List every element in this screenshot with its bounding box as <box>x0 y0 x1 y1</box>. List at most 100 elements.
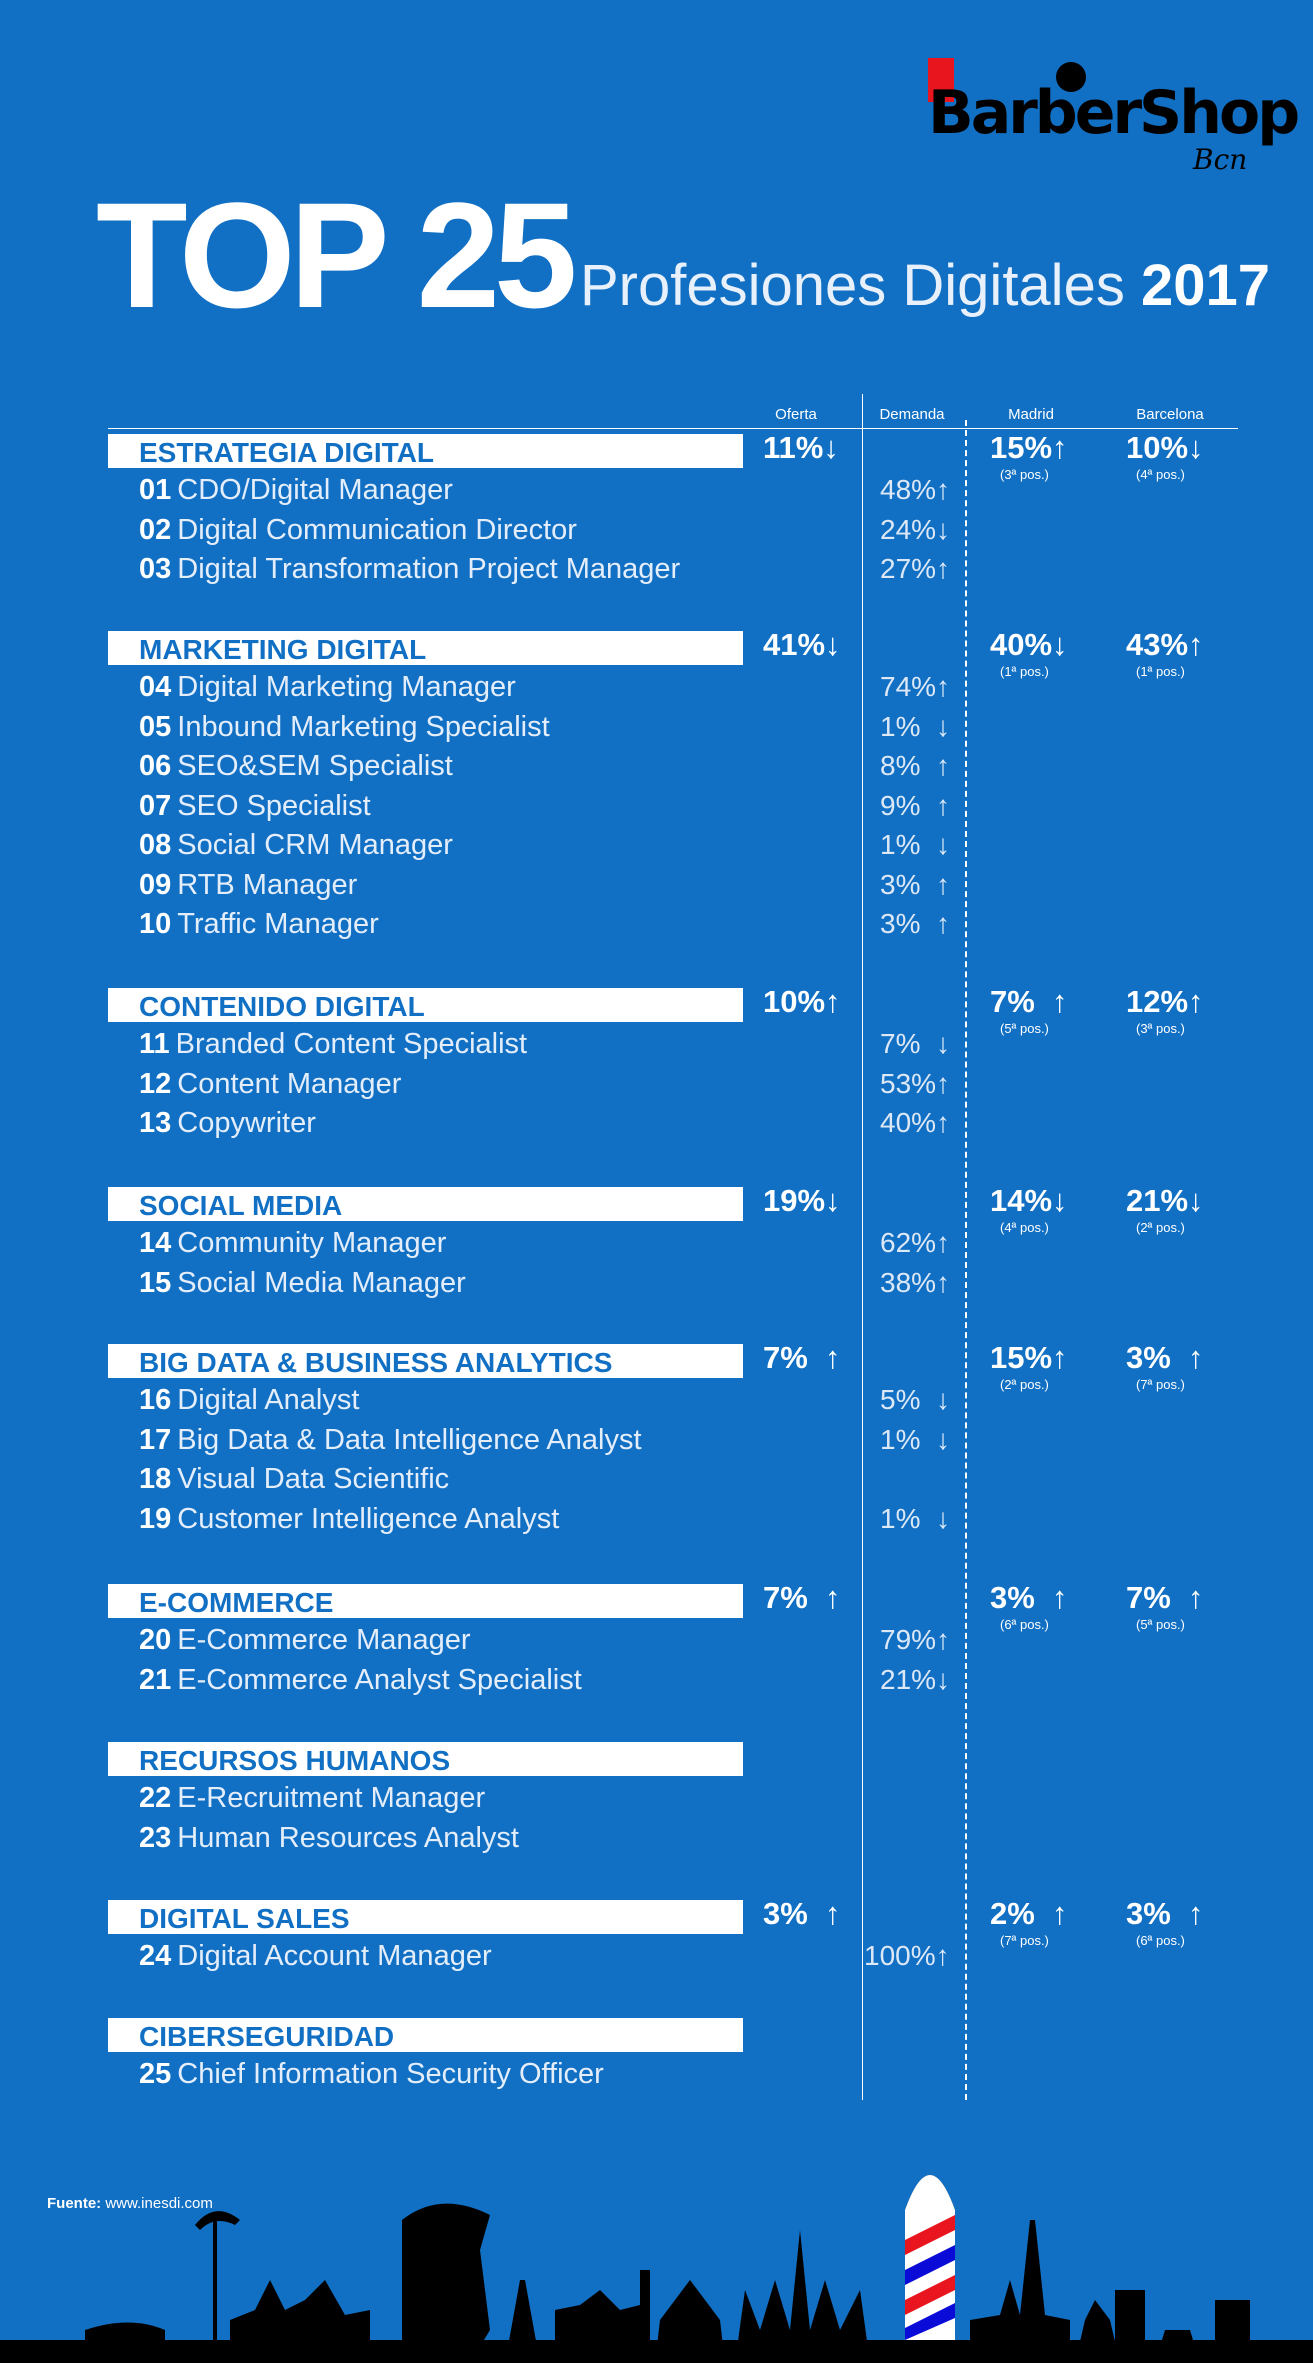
profession-name: Social Media Manager <box>177 1266 466 1299</box>
oferta-value: 41%↓ <box>763 627 841 662</box>
profession-number: 20 <box>139 1624 172 1656</box>
barcelona-value: 3% ↑ <box>1126 1340 1204 1375</box>
madrid-rank: (5ª pos.) <box>1000 1021 1049 1036</box>
profession-name: Content Manager <box>177 1067 402 1100</box>
barcelona-rank: (4ª pos.) <box>1136 467 1185 482</box>
madrid-rank: (1ª pos.) <box>1000 664 1049 679</box>
profession-name: Inbound Marketing Specialist <box>177 710 550 743</box>
profession-number: 12 <box>139 1067 172 1100</box>
profession-row: 14 Community Manager <box>139 1227 446 1260</box>
profession-name: Traffic Manager <box>177 908 379 940</box>
column-header-demanda: Demanda <box>879 406 945 423</box>
profession-row: 06 SEO&SEM Specialist <box>139 750 453 783</box>
logo-subtext: Bcn <box>1193 143 1248 176</box>
profession-row: 09 RTB Manager <box>139 869 357 902</box>
madrid-value: 15%↑ <box>990 430 1068 465</box>
profession-name: Visual Data Scientific <box>177 1463 450 1495</box>
category-bar: SOCIAL MEDIA <box>108 1187 743 1221</box>
profession-row: 08 Social CRM Manager <box>139 829 453 862</box>
madrid-rank: (4ª pos.) <box>1000 1220 1049 1235</box>
madrid-rank: (2ª pos.) <box>1000 1377 1049 1392</box>
profession-name: E-Recruitment Manager <box>177 1782 486 1814</box>
oferta-value: 7% ↑ <box>763 1580 841 1615</box>
category-bar: CIBERSEGURIDAD <box>108 2018 743 2052</box>
demanda-value: 27%↑ <box>880 553 951 584</box>
demanda-value: 1% ↓ <box>880 829 951 860</box>
profession-name: Digital Analyst <box>177 1384 360 1416</box>
demanda-value: 21%↓ <box>880 1663 951 1695</box>
demanda-value: 100%↑ <box>864 1940 950 1971</box>
profession-name: Digital Transformation Project Manager <box>177 553 681 585</box>
profession-name: E-Commerce Manager <box>177 1624 471 1656</box>
demanda-value: 62%↑ <box>880 1227 951 1258</box>
category-bar: BIG DATA & BUSINESS ANALYTICS <box>108 1344 743 1378</box>
profession-row: 20 E-Commerce Manager <box>139 1624 471 1657</box>
profession-row: 11 Branded Content Specialist <box>139 1028 527 1061</box>
profession-name: Social CRM Manager <box>177 829 453 861</box>
profession-name: Digital Marketing Manager <box>177 671 516 703</box>
profession-number: 19 <box>139 1502 172 1535</box>
madrid-rank: (6ª pos.) <box>1000 1617 1049 1632</box>
page-title: TOP 25 <box>96 171 577 339</box>
profession-row: 02 Digital Communication Director <box>139 514 577 547</box>
profession-row: 13 Copywriter <box>139 1107 316 1140</box>
logo-black-mark <box>1056 62 1086 92</box>
demanda-value: 48%↑ <box>880 474 951 505</box>
demanda-value: 1% ↓ <box>880 1502 951 1534</box>
profession-name: SEO Specialist <box>177 789 371 822</box>
demanda-value: 3% ↑ <box>880 868 951 900</box>
source-label: Fuente: <box>47 2195 102 2212</box>
profession-row: 10 Traffic Manager <box>139 908 379 941</box>
demanda-value: 9% ↑ <box>880 789 951 821</box>
barcelona-skyline-illustration <box>0 2175 1313 2363</box>
category-name: ESTRATEGIA DIGITAL <box>139 437 435 468</box>
profession-number: 08 <box>139 829 172 861</box>
profession-name: Digital Account Manager <box>177 1940 492 1972</box>
profession-number: 09 <box>139 868 172 901</box>
profession-name: RTB Manager <box>177 868 358 901</box>
profession-row: 16 Digital Analyst <box>139 1384 359 1417</box>
profession-name: E-Commerce Analyst Specialist <box>177 1663 582 1696</box>
profession-number: 07 <box>139 789 172 822</box>
madrid-value: 14%↓ <box>990 1183 1068 1218</box>
madrid-value: 7% ↑ <box>990 984 1068 1019</box>
demanda-value: 1% ↓ <box>880 1423 951 1455</box>
profession-row: 25 Chief Information Security Officer <box>139 2058 604 2091</box>
profession-row: 21 E-Commerce Analyst Specialist <box>139 1664 582 1697</box>
profession-name: Human Resources Analyst <box>177 1821 519 1854</box>
profession-number: 15 <box>139 1266 172 1299</box>
profession-row: 22 E-Recruitment Manager <box>139 1782 485 1815</box>
profession-row: 19 Customer Intelligence Analyst <box>139 1503 559 1536</box>
barcelona-value: 10%↓ <box>1126 430 1204 465</box>
category-bar: ESTRATEGIA DIGITAL <box>108 434 743 468</box>
profession-number: 10 <box>139 908 172 940</box>
column-divider <box>862 394 863 2100</box>
demanda-value: 1% ↓ <box>880 710 951 742</box>
barcelona-value: 43%↑ <box>1126 627 1204 662</box>
madrid-value: 15%↑ <box>990 1340 1068 1375</box>
profession-row: 04 Digital Marketing Manager <box>139 671 516 704</box>
category-name: CONTENIDO DIGITAL <box>139 991 425 1022</box>
barcelona-value: 7% ↑ <box>1126 1580 1204 1615</box>
profession-name: Community Manager <box>177 1227 447 1259</box>
profession-name: Chief Information Security Officer <box>177 2058 604 2090</box>
header-divider <box>108 428 1238 429</box>
profession-name: Big Data & Data Intelligence Analyst <box>177 1423 642 1456</box>
profession-number: 23 <box>139 1821 172 1854</box>
demanda-value: 7% ↓ <box>880 1028 951 1059</box>
madrid-rank: (3ª pos.) <box>1000 467 1049 482</box>
profession-row: 03 Digital Transformation Project Manager <box>139 553 680 586</box>
profession-number: 24 <box>139 1940 172 1972</box>
profession-number: 22 <box>139 1782 172 1814</box>
madrid-value: 3% ↑ <box>990 1580 1068 1615</box>
profession-number: 18 <box>139 1463 172 1495</box>
demanda-value: 38%↑ <box>880 1266 951 1298</box>
barcelona-rank: (1ª pos.) <box>1136 664 1185 679</box>
column-header-barcelona: Barcelona <box>1136 406 1204 423</box>
barcelona-rank: (3ª pos.) <box>1136 1021 1185 1036</box>
demanda-value: 40%↑ <box>880 1107 951 1138</box>
profession-number: 02 <box>139 513 172 546</box>
demanda-value: 5% ↓ <box>880 1384 951 1415</box>
oferta-value: 11%↓ <box>763 430 839 465</box>
demanda-value: 8% ↑ <box>880 750 951 781</box>
